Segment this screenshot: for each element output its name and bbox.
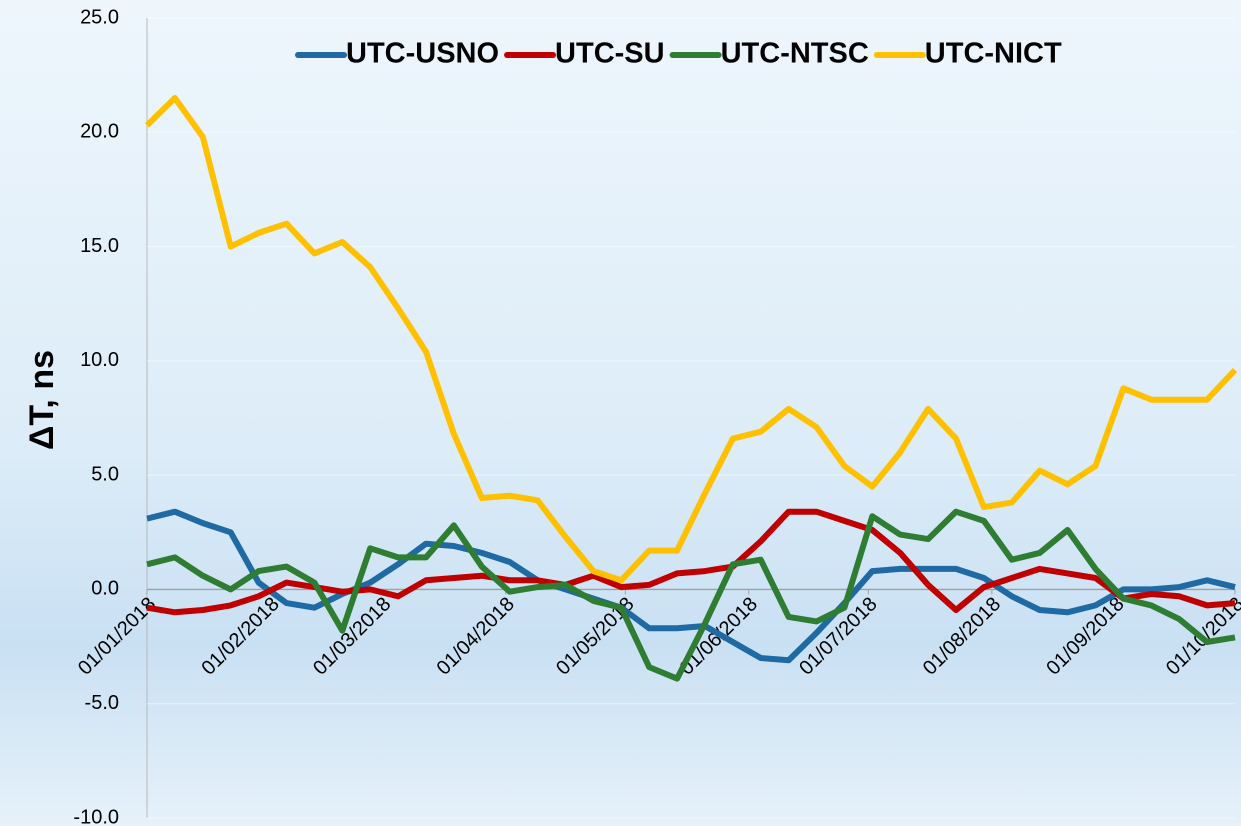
y-axis-label: ΔT, ns: [23, 350, 61, 450]
series-line: [146, 508, 1236, 682]
y-tick-label: -10.0: [73, 806, 119, 826]
legend-label: UTC-NTSC: [721, 38, 869, 70]
series-line: [144, 95, 1238, 584]
legend-label: UTC-SU: [555, 38, 665, 70]
y-tick-label: 15.0: [80, 235, 119, 257]
y-tick-label: 20.0: [80, 121, 119, 143]
y-tick-label: -5.0: [85, 692, 119, 714]
y-tick-label: 0.0: [91, 578, 119, 600]
y-tick-label: 25.0: [80, 6, 119, 28]
legend-label: UTC-USNO: [346, 38, 499, 70]
series-line: [146, 508, 1236, 616]
y-tick-label: 10.0: [80, 349, 119, 371]
y-tick-label: 5.0: [91, 463, 119, 485]
legend-label: UTC-NICT: [925, 38, 1062, 70]
